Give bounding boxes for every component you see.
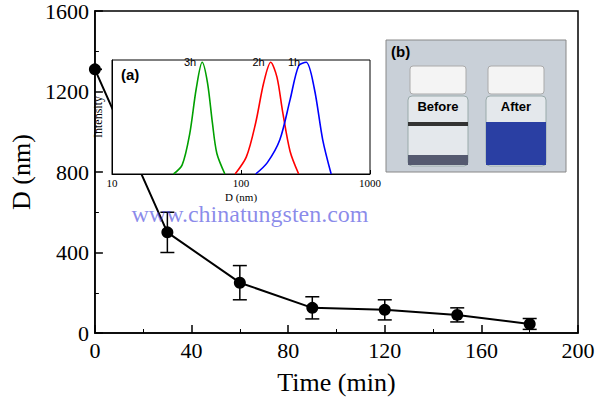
svg-text:0: 0 — [89, 338, 100, 363]
svg-text:1000: 1000 — [359, 177, 382, 189]
svg-text:160: 160 — [465, 338, 498, 363]
svg-text:10: 10 — [107, 177, 119, 189]
svg-text:200: 200 — [562, 338, 595, 363]
svg-text:Before: Before — [417, 99, 458, 114]
svg-text:400: 400 — [56, 240, 89, 265]
svg-text:Intensity: Intensity — [91, 96, 105, 138]
svg-text:100: 100 — [233, 177, 250, 189]
svg-text:80: 80 — [277, 338, 299, 363]
svg-text:D (nm): D (nm) — [225, 190, 257, 203]
svg-text:Time (min): Time (min) — [277, 368, 395, 397]
svg-text:After: After — [501, 99, 531, 114]
svg-text:1600: 1600 — [45, 0, 89, 24]
svg-text:120: 120 — [368, 338, 401, 363]
svg-text:0: 0 — [78, 321, 89, 346]
svg-text:3h: 3h — [184, 56, 196, 68]
svg-text:1200: 1200 — [45, 79, 89, 104]
svg-text:(a): (a) — [121, 66, 139, 83]
svg-text:40: 40 — [181, 338, 203, 363]
svg-text:D (nm): D (nm) — [7, 134, 36, 210]
svg-text:800: 800 — [56, 160, 89, 185]
svg-text:2h: 2h — [252, 56, 264, 68]
svg-text:1h: 1h — [288, 56, 300, 68]
svg-text:(b): (b) — [391, 43, 410, 60]
svg-text:www.chinatungsten.com: www.chinatungsten.com — [131, 201, 368, 227]
